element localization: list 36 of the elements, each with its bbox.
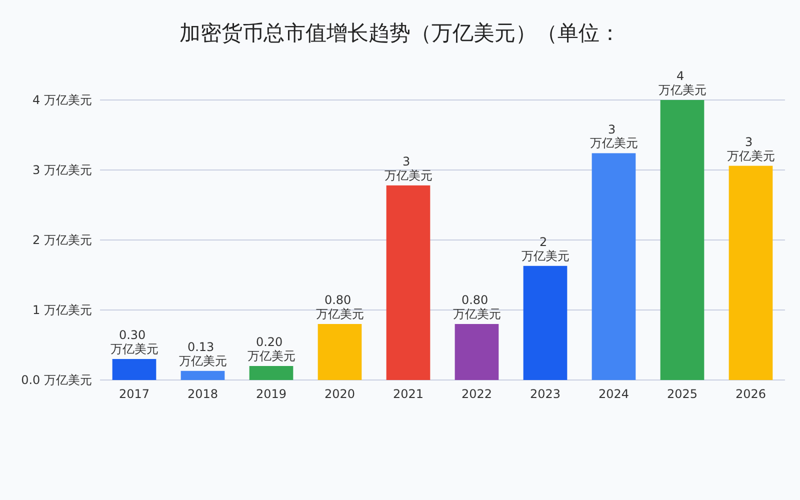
bar <box>386 185 430 380</box>
x-tick-label: 2018 <box>187 387 218 401</box>
x-tick-label: 2026 <box>735 387 766 401</box>
bar <box>523 266 568 380</box>
x-tick-label: 2025 <box>666 387 698 401</box>
data-label: 3 万亿美元 <box>726 135 775 163</box>
bar <box>728 166 773 380</box>
data-label: 0.20 万亿美元 <box>247 335 296 363</box>
x-tick-label: 2020 <box>324 387 356 401</box>
bar <box>249 366 294 380</box>
x-tick-label: 2017 <box>118 387 150 401</box>
data-label: 0.30 万亿美元 <box>110 328 158 356</box>
bar <box>318 324 362 380</box>
bar <box>180 370 225 380</box>
y-tick-label: 2 万亿美元 <box>32 233 92 247</box>
x-tick-label: 2024 <box>598 387 630 401</box>
x-tick-label: 2022 <box>461 387 492 401</box>
bar <box>112 359 156 380</box>
x-tick-label: 2019 <box>256 387 287 401</box>
y-tick-label: 4 万亿美元 <box>32 93 92 107</box>
y-tick-label: 1 万亿美元 <box>32 303 92 317</box>
data-label: 0.80 万亿美元 <box>316 293 364 321</box>
y-tick-label: 3 万亿美元 <box>32 163 92 177</box>
x-tick-label: 2021 <box>392 387 424 401</box>
data-label: 2 万亿美元 <box>521 235 570 263</box>
data-label: 3 万亿美元 <box>590 122 638 150</box>
data-label: 0.80 万亿美元 <box>452 293 501 321</box>
data-label: 0.13 万亿美元 <box>178 340 227 368</box>
x-tick-label: 2023 <box>530 387 561 401</box>
chart-title: 加密货币总市值增长趋势（万亿美元）（单位： <box>180 21 620 45</box>
bar <box>592 153 636 380</box>
data-label: 4 万亿美元 <box>658 69 706 97</box>
y-tick-label: 0.0 万亿美元 <box>21 373 92 387</box>
bar <box>660 100 704 380</box>
data-label: 3 万亿美元 <box>384 154 432 182</box>
bar <box>454 324 499 380</box>
